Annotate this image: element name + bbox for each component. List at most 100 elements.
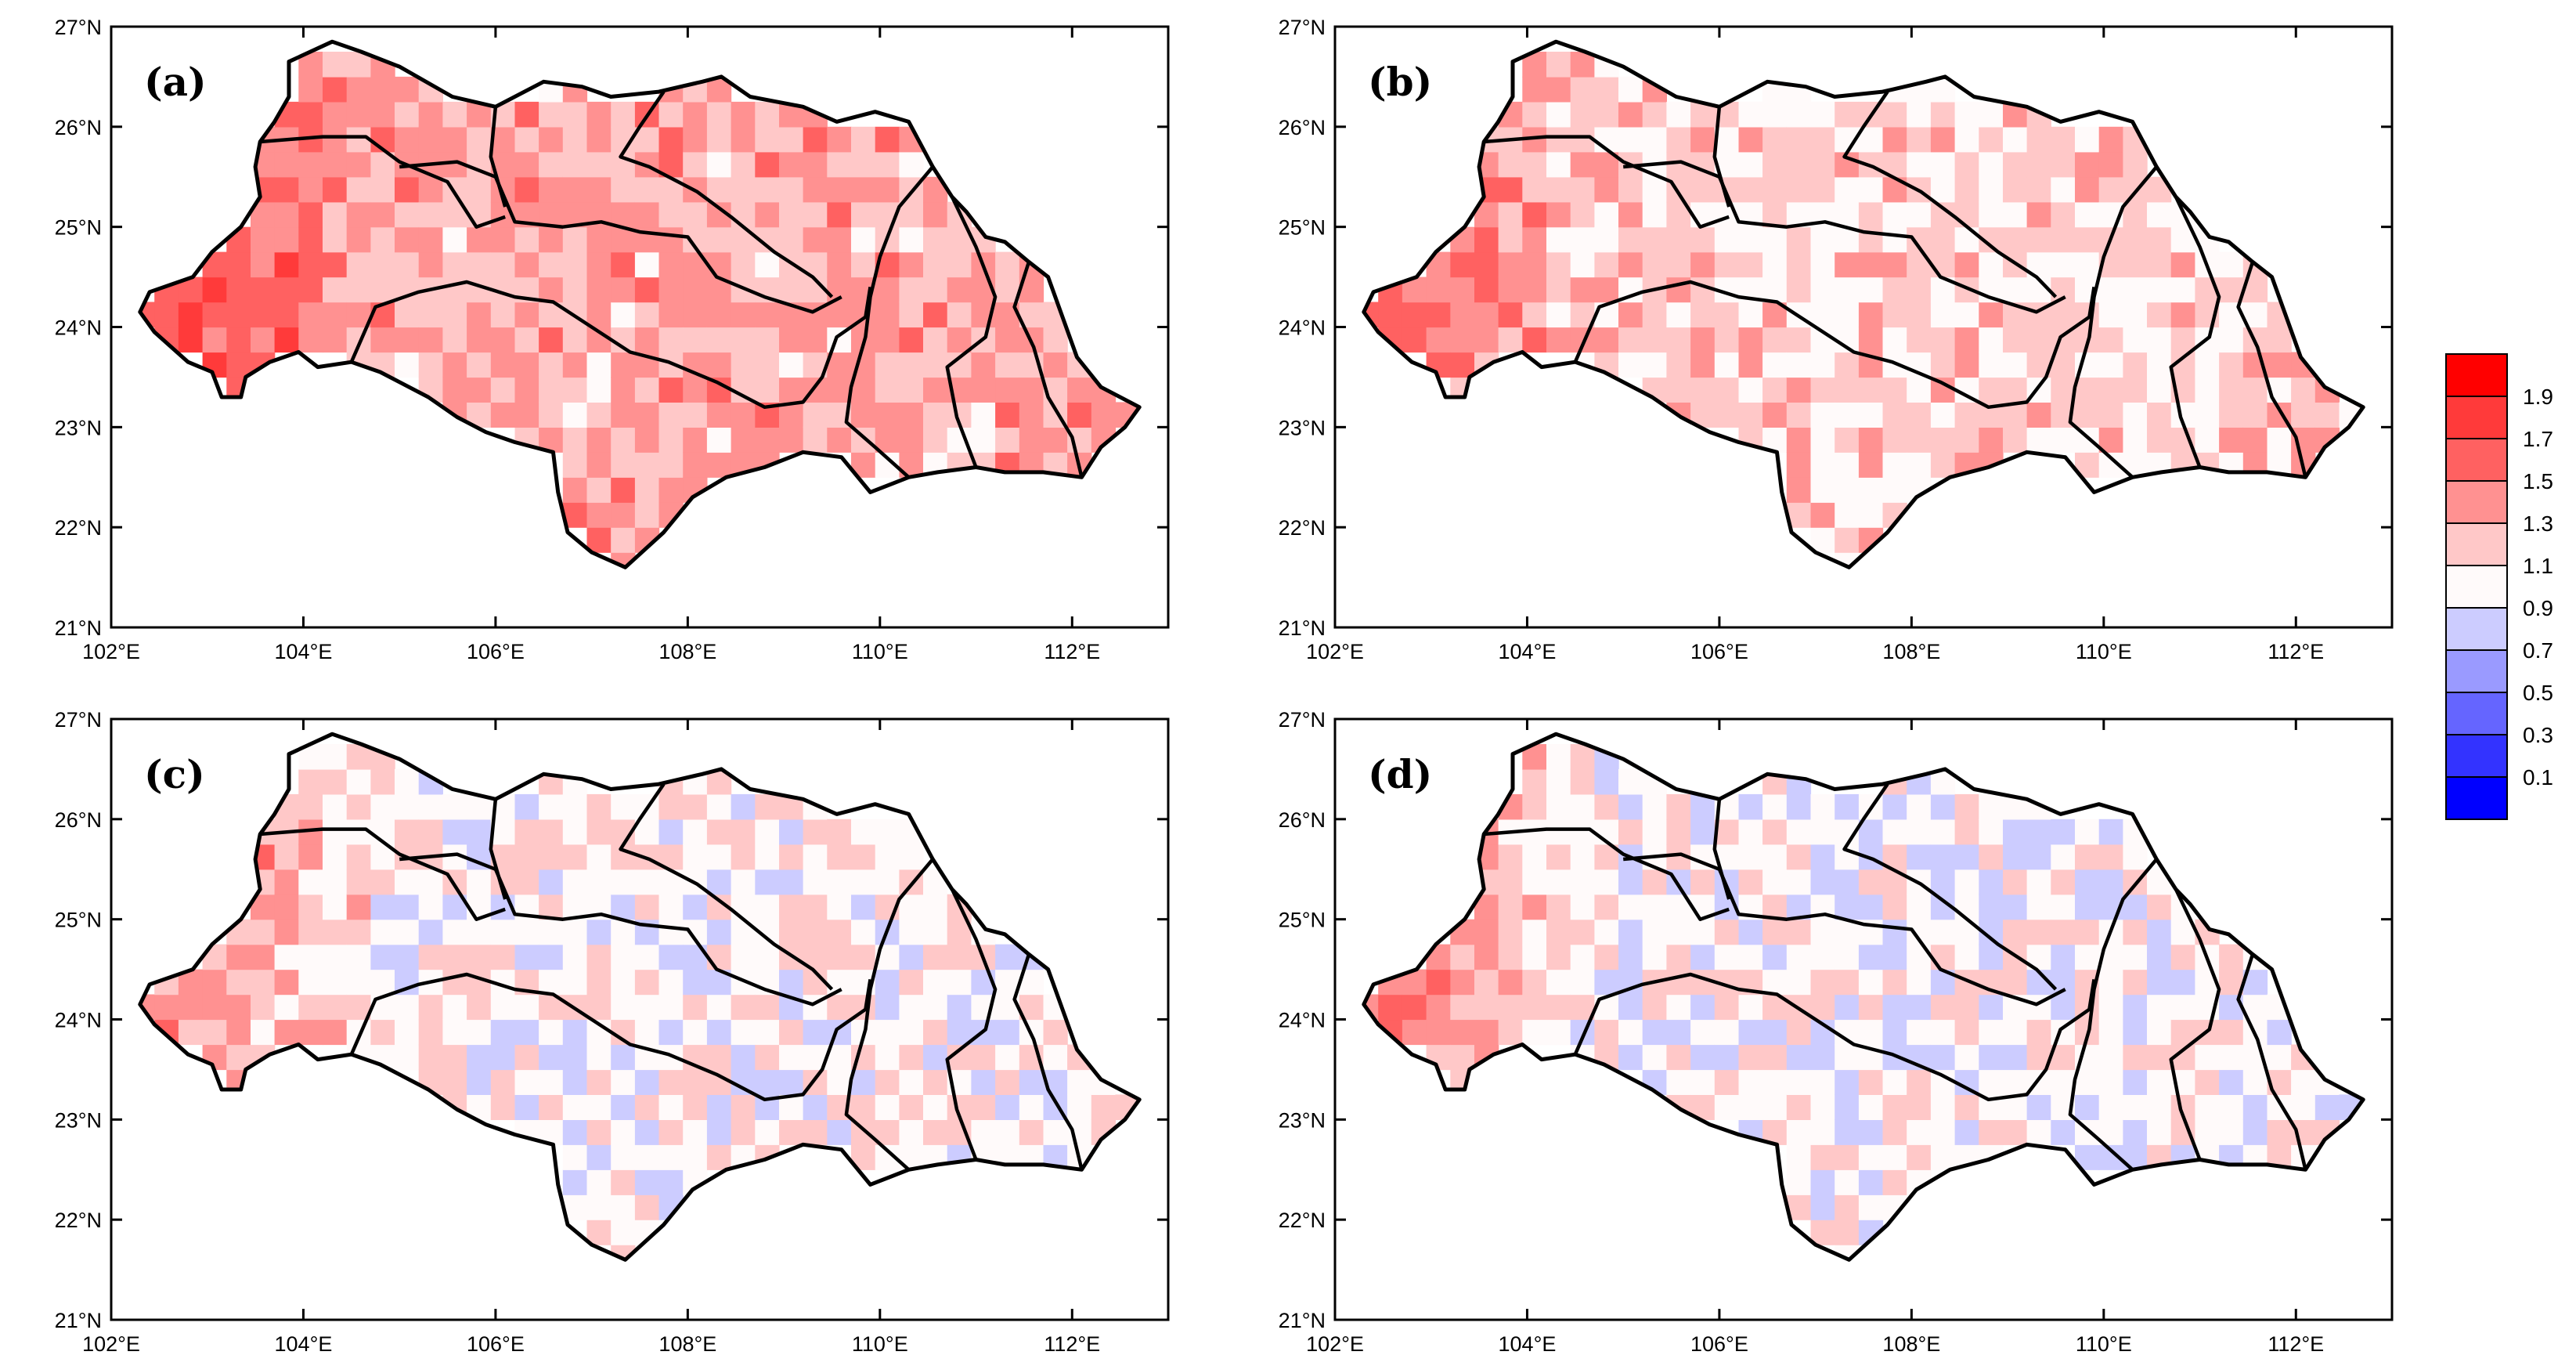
sub-basin-line: [1712, 107, 1731, 208]
grid-cell: [851, 819, 876, 845]
grid-cell: [1690, 226, 1716, 253]
grid-cell: [2123, 1094, 2148, 1120]
grid-cell: [346, 251, 371, 278]
grid-cell: [2026, 226, 2051, 253]
grid-cell: [467, 1044, 492, 1071]
grid-cell: [2026, 427, 2051, 453]
grid-cell: [1690, 251, 1716, 278]
grid-cell: [395, 226, 420, 253]
grid-cell: [1498, 844, 1523, 870]
grid-cell: [2026, 327, 2051, 353]
grid-cell: [1426, 327, 1451, 353]
grid-cell: [586, 919, 612, 945]
grid-cell: [442, 919, 467, 945]
grid-cell: [1618, 327, 1643, 353]
grid-cell: [1810, 1069, 1835, 1095]
sub-basin-line: [399, 852, 842, 1006]
grid-cell: [1786, 1019, 1812, 1046]
grid-cell: [1690, 944, 1716, 970]
sub-basin-line: [1484, 827, 1730, 921]
grid-cell: [1930, 226, 1956, 253]
grid-cell: [1907, 302, 1932, 328]
basin-outline: [138, 39, 1142, 569]
grid-cell: [923, 302, 948, 328]
grid-cell: [1067, 377, 1092, 403]
grid-cell: [1594, 969, 1619, 996]
grid-cell: [274, 994, 299, 1021]
grid-cell: [1642, 994, 1667, 1021]
grid-cell: [1570, 201, 1595, 228]
grid-cell: [611, 994, 636, 1021]
grid-cell: [851, 151, 876, 178]
grid-cell: [1498, 1019, 1523, 1046]
lon-tick-label: 110°E: [2076, 1332, 2132, 1356]
grid-cell: [1642, 793, 1667, 820]
lon-tick-label: 108°E: [1882, 1332, 1940, 1356]
grid-cell: [1907, 251, 1932, 278]
grid-cell: [467, 176, 492, 203]
grid-cell: [346, 101, 371, 128]
grid-cell: [2098, 377, 2123, 403]
grid-cell: [178, 1019, 204, 1046]
lat-tick-label: 27°N: [1279, 708, 1326, 732]
grid-cell: [346, 76, 371, 103]
grid-cell: [658, 919, 684, 945]
grid-cell: [490, 327, 516, 353]
lon-tick-label: 108°E: [658, 1332, 716, 1356]
grid-cell: [1786, 1169, 1812, 1195]
grid-cell: [1738, 994, 1763, 1021]
grid-cell: [875, 427, 900, 453]
grid-cell: [490, 302, 516, 328]
grid-cell: [611, 251, 636, 278]
grid-cell: [2219, 377, 2244, 403]
grid-cell: [418, 944, 443, 970]
grid-cell: [658, 477, 684, 503]
grid-cell: [514, 944, 539, 970]
grid-cell: [634, 1169, 660, 1195]
grid-cell: [899, 1119, 924, 1145]
grid-cell: [731, 226, 756, 253]
grid-cell: [2291, 1119, 2316, 1145]
grid-cell: [514, 327, 539, 353]
grid-cell: [467, 994, 492, 1021]
grid-cell: [923, 1044, 948, 1071]
grid-cell: [658, 226, 684, 253]
grid-cell: [827, 377, 852, 403]
grid-cell: [947, 302, 972, 328]
grid-cell: [346, 226, 371, 253]
grid-cell: [1522, 869, 1547, 895]
grid-cell: [1762, 352, 1788, 378]
grid-cell: [2123, 151, 2148, 178]
grid-cell: [1546, 869, 1571, 895]
grid-cell: [1979, 377, 2004, 403]
grid-cell: [2026, 869, 2051, 895]
grid-cell: [586, 1144, 612, 1170]
grid-cell: [1666, 352, 1691, 378]
sub-basin-line: [2169, 196, 2221, 468]
grid-cell: [634, 994, 660, 1021]
grid-cell: [611, 452, 636, 478]
grid-cell: [658, 969, 684, 996]
colorbar-level-label: 0.9: [2523, 596, 2553, 620]
grid-cell: [2075, 944, 2100, 970]
grid-cell: [418, 201, 443, 228]
grid-cell: [1618, 869, 1643, 895]
grid-cell: [1594, 101, 1619, 128]
grid-cell: [875, 176, 900, 203]
grid-cell: [1979, 793, 2004, 820]
grid-cell: [971, 1119, 996, 1145]
grid-cell: [467, 126, 492, 153]
grid-cell: [1738, 126, 1763, 153]
grid-cell: [395, 919, 420, 945]
sub-basin-line: [844, 165, 935, 479]
grid-cell: [562, 151, 588, 178]
grid-cell: [1835, 302, 1860, 328]
grid-cell: [1858, 276, 1884, 303]
grid-cell: [2147, 302, 2172, 328]
lat-tick-label: 21°N: [55, 1309, 102, 1332]
grid-cell: [1810, 1044, 1835, 1071]
grid-cell: [1714, 1069, 1740, 1095]
grid-cell: [251, 919, 276, 945]
grid-cell: [1979, 201, 2004, 228]
grid-cell: [1522, 226, 1547, 253]
